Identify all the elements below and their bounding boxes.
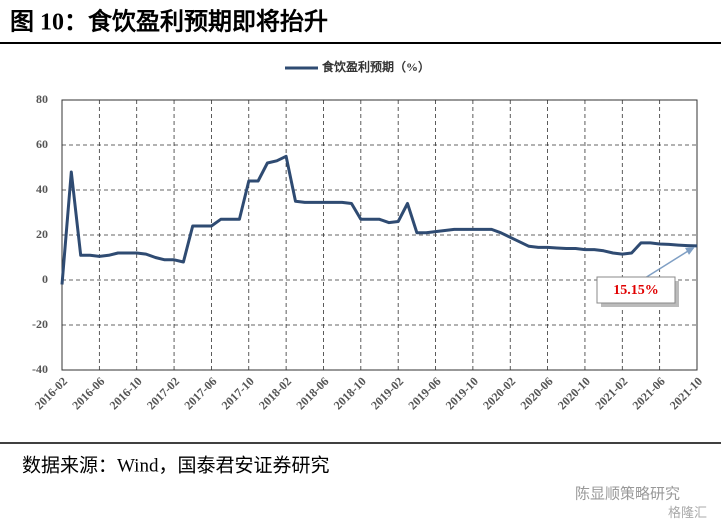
x-tick-label: 2018-06 xyxy=(293,374,331,412)
x-tick-label: 2020-10 xyxy=(555,374,593,412)
x-tick-label: 2019-06 xyxy=(405,374,443,412)
figure-title: 图 10：食饮盈利预期即将抬升 xyxy=(10,8,328,36)
x-tick-label: 2021-06 xyxy=(630,374,668,412)
y-tick-label: 20 xyxy=(36,227,48,241)
x-tick-label: 2017-06 xyxy=(181,374,219,412)
y-tick-label: -20 xyxy=(32,317,48,331)
x-tick-label: 2020-02 xyxy=(480,374,518,412)
x-tick-label: 2020-06 xyxy=(517,374,555,412)
data-line xyxy=(60,154,698,285)
y-tick-label: 80 xyxy=(36,92,48,106)
x-tick-label: 2017-02 xyxy=(144,374,182,412)
y-tick-label: 40 xyxy=(36,182,48,196)
x-tick-label: 2016-06 xyxy=(69,374,107,412)
x-tick-label: 2018-02 xyxy=(256,374,294,412)
y-tick-label: -40 xyxy=(32,362,48,376)
watermark: 陈显顺策略研究 xyxy=(575,484,680,502)
watermark: 格隆汇 xyxy=(668,505,707,520)
annotation-arrowhead xyxy=(685,246,695,255)
x-tick-label: 2016-10 xyxy=(107,374,145,412)
legend-label: 食饮盈利预期（%） xyxy=(321,59,430,74)
x-tick-label: 2019-02 xyxy=(368,374,406,412)
x-tick-label: 2021-02 xyxy=(592,374,630,412)
x-tick-label: 2016-02 xyxy=(32,374,70,412)
annotation-box xyxy=(596,276,676,304)
source: 数据来源：Wind，国泰君安证券研究 xyxy=(22,454,329,476)
y-tick-label: 60 xyxy=(36,137,48,151)
annotation-text: 15.15% xyxy=(613,283,659,298)
x-tick-label: 2019-10 xyxy=(443,374,481,412)
annotation-arrow xyxy=(644,247,694,279)
y-tick-label: 0 xyxy=(42,272,48,286)
x-tick-label: 2021-10 xyxy=(667,374,705,412)
x-tick-label: 2017-10 xyxy=(219,374,257,412)
x-tick-label: 2018-10 xyxy=(331,374,369,412)
